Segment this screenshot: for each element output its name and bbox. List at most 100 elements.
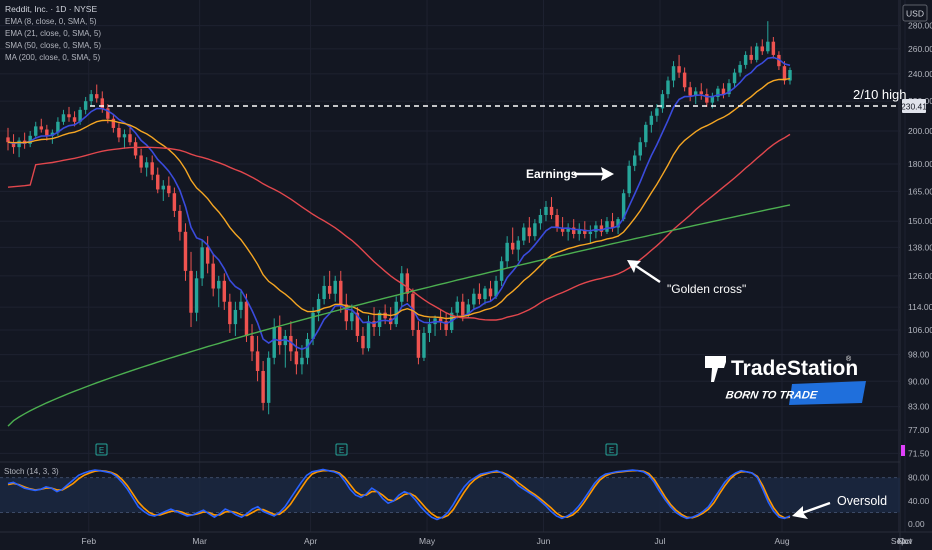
candle[interactable] [411, 288, 415, 336]
candle[interactable] [649, 111, 654, 133]
candle[interactable] [699, 83, 703, 100]
candle[interactable] [588, 225, 593, 243]
candle[interactable] [72, 111, 77, 127]
candle[interactable] [472, 288, 476, 310]
candle[interactable] [716, 85, 720, 102]
candle[interactable] [172, 187, 177, 218]
candle[interactable] [211, 254, 215, 297]
candle[interactable] [510, 227, 515, 255]
candle[interactable] [677, 54, 681, 78]
candle[interactable] [732, 68, 737, 88]
candle[interactable] [771, 37, 776, 59]
candle[interactable] [727, 79, 731, 97]
candle[interactable] [111, 114, 116, 133]
candle[interactable] [777, 51, 781, 71]
indicator-ema21-label[interactable]: EMA (21, close, 0, SMA, 5) [5, 29, 101, 38]
candle[interactable] [272, 318, 276, 365]
candle[interactable] [682, 67, 687, 92]
candle[interactable] [721, 83, 726, 99]
stoch-d-line[interactable] [7, 469, 791, 519]
sma50-line[interactable] [7, 133, 791, 321]
candle[interactable] [516, 236, 520, 262]
candle[interactable] [599, 219, 604, 237]
candle[interactable] [416, 321, 421, 365]
candle[interactable] [527, 217, 532, 243]
indicator-ma200-label[interactable]: MA (200, close, 0, SMA, 5) [5, 53, 100, 62]
candle[interactable] [117, 123, 121, 143]
candle[interactable] [266, 351, 271, 415]
candle[interactable] [156, 167, 160, 194]
candle[interactable] [372, 307, 376, 336]
candle[interactable] [333, 275, 337, 302]
candle[interactable] [743, 51, 748, 69]
candle[interactable] [666, 76, 670, 99]
candle[interactable] [61, 109, 66, 125]
candle[interactable] [577, 223, 581, 241]
candle[interactable] [644, 121, 648, 148]
candle[interactable] [194, 270, 199, 322]
candle[interactable] [422, 327, 426, 362]
candle[interactable] [89, 89, 93, 106]
candle[interactable] [566, 223, 570, 241]
candle[interactable] [788, 67, 792, 85]
candle[interactable] [632, 150, 637, 172]
candle[interactable] [438, 309, 443, 330]
candle[interactable] [455, 296, 459, 319]
ma200-line[interactable] [7, 204, 791, 427]
candle[interactable] [544, 200, 548, 222]
candle[interactable] [477, 283, 482, 305]
candle[interactable] [655, 104, 659, 122]
candle[interactable] [144, 157, 149, 177]
candle[interactable] [350, 304, 354, 330]
candle[interactable] [499, 256, 504, 286]
candle[interactable] [150, 155, 154, 181]
candle[interactable] [122, 129, 127, 149]
candle[interactable] [244, 293, 249, 343]
candle[interactable] [605, 217, 609, 234]
candle[interactable] [760, 39, 764, 55]
candle[interactable] [17, 137, 21, 158]
candle[interactable] [782, 61, 787, 85]
candle[interactable] [361, 327, 365, 355]
stoch-k-line[interactable] [7, 468, 791, 521]
candle[interactable] [83, 96, 88, 115]
candle[interactable] [505, 236, 509, 269]
candle[interactable] [189, 251, 193, 328]
candle[interactable] [549, 197, 554, 220]
candle[interactable] [688, 81, 692, 102]
candle[interactable] [200, 240, 204, 286]
candle[interactable] [538, 208, 543, 230]
indicator-sma50-label[interactable]: SMA (50, close, 0, SMA, 5) [5, 41, 101, 50]
candle[interactable] [161, 180, 166, 201]
candle[interactable] [283, 329, 288, 368]
candle[interactable] [167, 176, 171, 198]
stoch-title[interactable]: Stoch (14, 3, 3) [4, 467, 59, 476]
candle[interactable] [139, 148, 143, 173]
candle[interactable] [278, 315, 282, 355]
candle[interactable] [50, 129, 55, 144]
candle[interactable] [133, 137, 138, 159]
candle[interactable] [749, 46, 753, 64]
candle[interactable] [533, 219, 537, 241]
candle[interactable] [34, 121, 38, 139]
candle[interactable] [671, 61, 676, 88]
candle[interactable] [205, 236, 210, 274]
candle[interactable] [322, 275, 326, 305]
candle[interactable] [261, 361, 265, 411]
candle[interactable] [638, 137, 642, 161]
candle[interactable] [45, 124, 49, 141]
candle[interactable] [305, 332, 310, 365]
earnings-marker[interactable]: E [95, 443, 108, 456]
candle[interactable] [355, 307, 360, 343]
earnings-marker[interactable]: E [335, 443, 348, 456]
earnings-marker[interactable]: E [605, 443, 618, 456]
candle[interactable] [289, 321, 293, 362]
candle[interactable] [488, 280, 493, 302]
candle[interactable] [28, 131, 32, 148]
candle[interactable] [755, 42, 759, 63]
candle[interactable] [738, 61, 742, 77]
ema21-line[interactable] [7, 77, 791, 320]
candle[interactable] [522, 223, 526, 246]
candle[interactable] [766, 21, 770, 54]
